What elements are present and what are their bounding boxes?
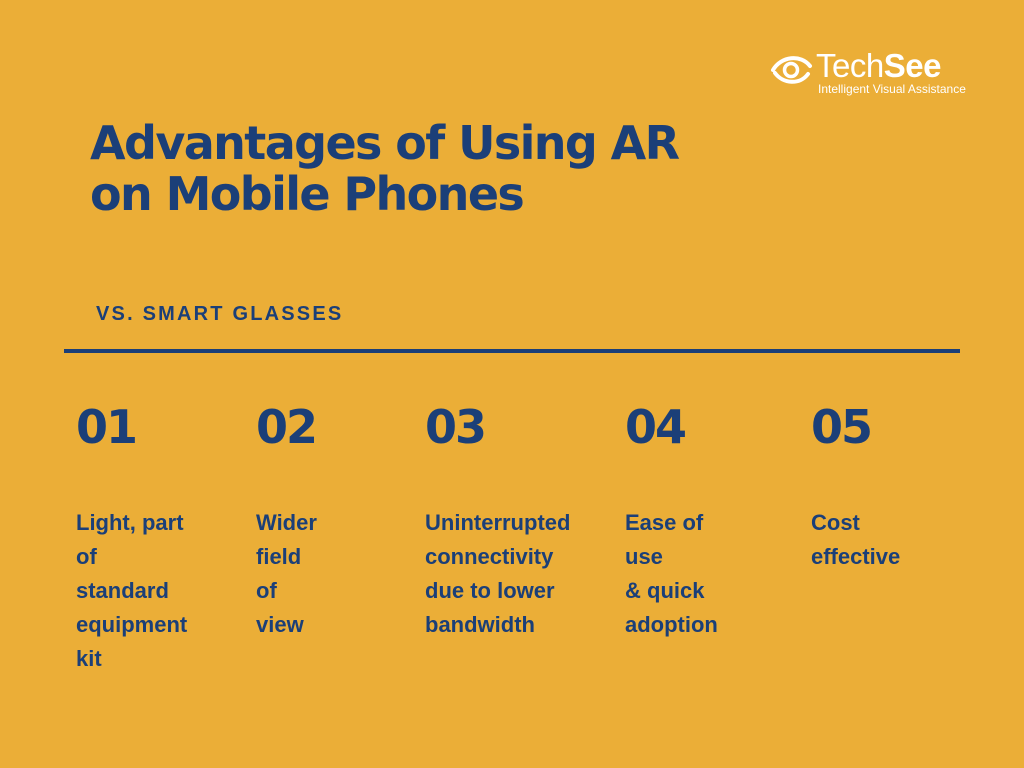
title-line-1: Advantages of Using AR: [90, 116, 680, 170]
advantage-item-05: 05 Cost effective: [811, 400, 900, 569]
advantage-text: Light, part of standard equipment kit: [76, 510, 188, 671]
advantage-item-01: 01 Light, part of standard equipment kit: [76, 400, 187, 671]
subtitle: VS. SMART GLASSES: [96, 303, 344, 325]
advantage-number: 02: [256, 400, 318, 454]
advantage-text: Uninterrupted connectivity due to lower …: [425, 510, 571, 637]
title-line-2: on Mobile Phones: [90, 167, 525, 221]
page-title: Advantages of Using AR on Mobile Phones: [90, 118, 810, 220]
advantage-item-03: 03 Uninterrupted connectivity due to low…: [425, 400, 570, 637]
eye-logo-icon: [771, 56, 812, 84]
brand-tagline: Intelligent Visual Assistance: [818, 82, 966, 96]
brand-name: TechSee: [816, 46, 941, 86]
divider-line: [64, 349, 960, 353]
advantage-text: Ease of use & quick adoption: [625, 510, 718, 637]
advantage-number: 05: [811, 400, 873, 454]
advantage-number: 04: [625, 400, 687, 454]
advantage-text: Cost effective: [811, 510, 901, 569]
advantage-number: 01: [76, 400, 138, 454]
advantage-item-02: 02 Wider field of view: [256, 400, 318, 637]
brand-name-light: Tech: [816, 47, 884, 84]
advantage-item-04: 04 Ease of use & quick adoption: [625, 400, 718, 637]
brand-name-bold: See: [883, 47, 942, 84]
advantage-number: 03: [425, 400, 487, 454]
advantage-text: Wider field of view: [256, 510, 317, 637]
techsee-logo: TechSee Intelligent Visual Assistance: [770, 46, 985, 102]
